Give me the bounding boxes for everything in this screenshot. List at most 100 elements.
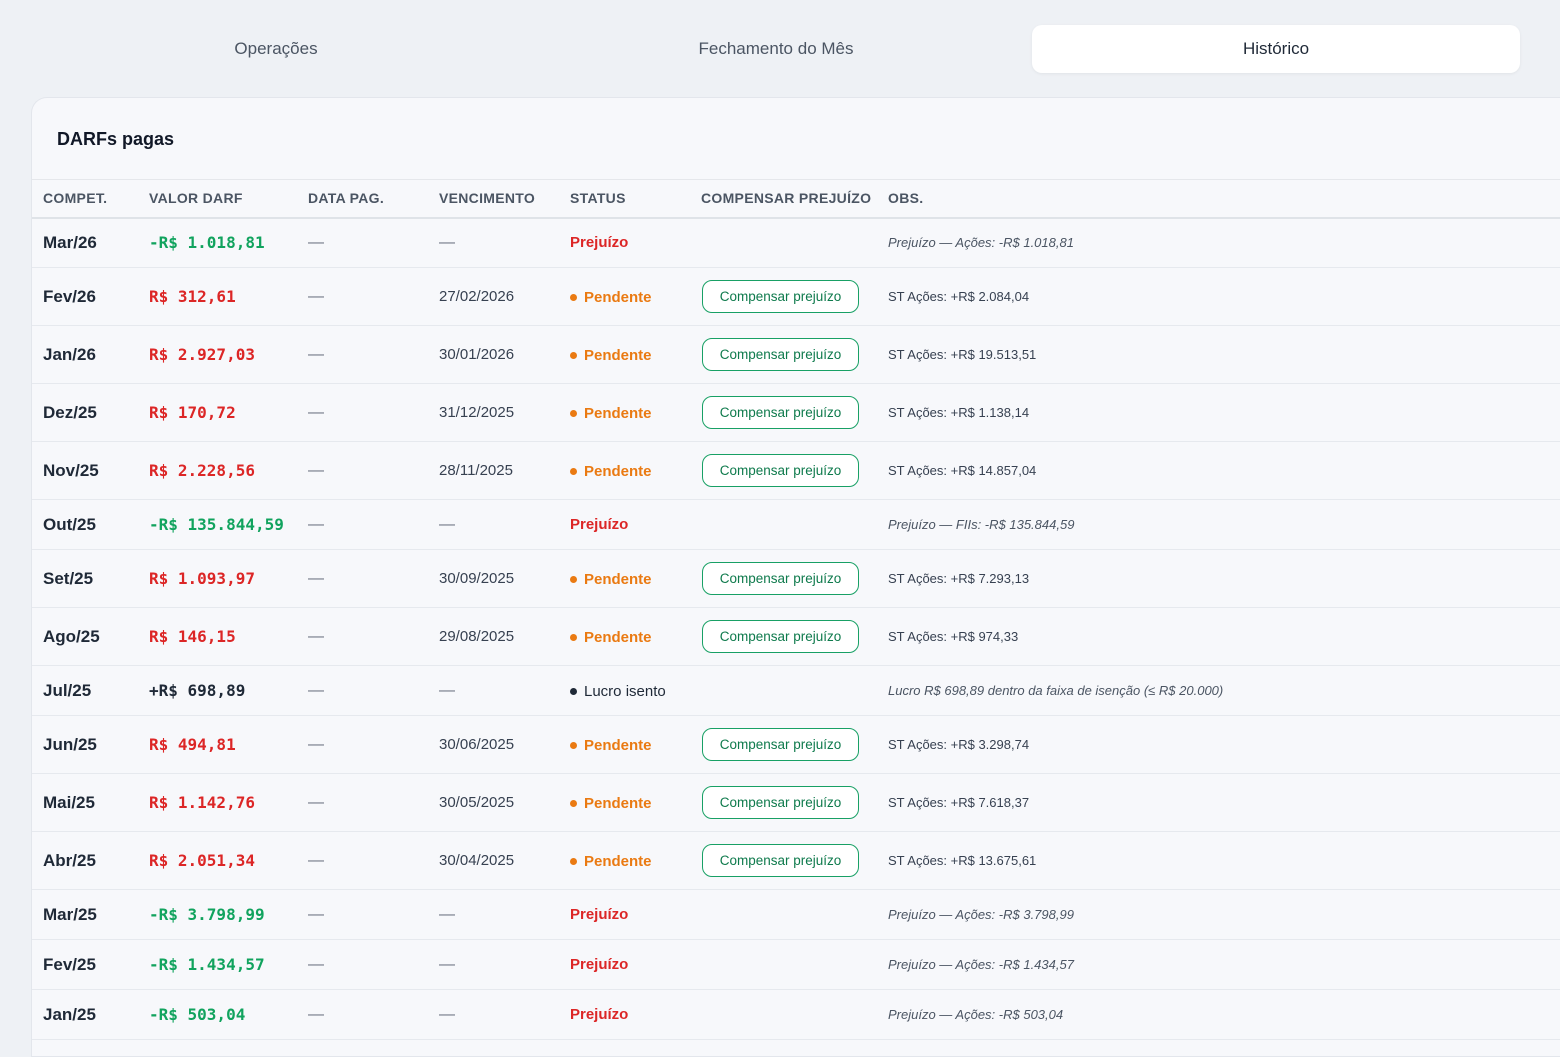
tab-fechamento-do-mes[interactable]: Fechamento do Mês [698,39,854,58]
cell-status: Pendente [559,607,690,666]
status-label: Prejuízo [570,955,629,973]
valor-darf: R$ 312,61 [149,286,236,306]
cell-valor: -R$ 1.434,57 [138,939,297,990]
cell-obs: Prejuízo — Ações: -R$ 1.434,57 [877,939,1560,990]
cell-vencimento: — [428,665,559,716]
compensar-prejuizo-button[interactable]: Compensar prejuízo [702,280,859,313]
cell-valor: R$ 2.051,34 [138,831,297,890]
cell-status: Pendente [559,773,690,832]
compensar-prejuizo-button[interactable]: Compensar prejuízo [702,728,859,761]
cell-obs: ST Ações: +R$ 7.618,37 [877,773,1560,832]
table-row: Dez/25 R$ 170,72 — 31/12/2025 Pendente Compen… [32,383,1560,442]
status-label: Prejuízo [570,515,629,533]
valor-darf: R$ 2.927,03 [149,344,255,364]
data-pagamento: — [308,345,324,363]
competencia: Mar/26 [43,232,97,252]
status-label: Pendente [584,288,652,306]
cell-data-pag: — [297,217,428,268]
observacao: Prejuízo — Ações: -R$ 1.434,57 [888,956,1074,972]
valor-darf: -R$ 3.798,99 [149,904,265,924]
cell-vencimento: — [428,989,559,1040]
status-badge: Pendente [570,347,652,364]
vencimento: — [439,681,455,699]
cell-vencimento: 29/08/2025 [428,607,559,666]
cell-obs: Prejuízo — Ações: -R$ 1.018,81 [877,217,1560,268]
competencia: Mar/25 [43,904,97,924]
cell-data-pag: — [297,607,428,666]
status-badge: Prejuízo [570,906,628,923]
header-status: STATUS [570,190,626,207]
status-label: Prejuízo [570,905,629,923]
status-label: Prejuízo [570,233,629,251]
vencimento: 30/01/2026 [439,345,515,363]
status-badge: Pendente [570,463,652,480]
observacao: ST Ações: +R$ 14.857,04 [888,462,1037,478]
vencimento: 30/05/2025 [439,793,515,811]
competencia: Jan/26 [43,344,96,364]
competencia: Ago/25 [43,626,100,646]
observacao: ST Ações: +R$ 3.298,74 [888,736,1030,752]
data-pagamento: — [308,461,324,479]
competencia: Fev/26 [43,286,96,306]
compensar-prejuizo-button[interactable]: Compensar prejuízo [702,454,859,487]
cell-data-pag: — [297,989,428,1040]
cell-compensar [690,499,877,550]
vencimento: 30/04/2025 [439,851,515,869]
cell-compensar: Compensar prejuízo [690,831,877,890]
cell-obs: ST Ações: +R$ 2.084,04 [877,267,1560,326]
observacao: ST Ações: +R$ 7.293,13 [888,570,1030,586]
observacao: Lucro R$ 698,89 dentro da faixa de isenç… [888,682,1224,698]
valor-darf: -R$ 135.844,59 [149,514,284,534]
vencimento: 28/11/2025 [439,461,513,479]
status-dot-icon [570,799,577,807]
cell-status: Pendente [559,383,690,442]
valor-darf: R$ 146,15 [149,626,236,646]
cell-vencimento: — [428,889,559,940]
table-row: Jun/25 R$ 494,81 — 30/06/2025 Pendente Compen… [32,715,1560,774]
observacao: Prejuízo — Ações: -R$ 503,04 [888,1006,1064,1022]
compensar-prejuizo-button[interactable]: Compensar prejuízo [702,844,859,877]
cell-vencimento: — [428,939,559,990]
compensar-prejuizo-button[interactable]: Compensar prejuízo [702,786,859,819]
valor-darf: R$ 170,72 [149,402,236,422]
status-badge: Pendente [570,737,652,754]
cell-valor: R$ 146,15 [138,607,297,666]
cell-vencimento: — [428,217,559,268]
table-row: Mar/26 -R$ 1.018,81 — — Prejuízo Prejuízo — A… [32,217,1560,268]
observacao: ST Ações: +R$ 1.138,14 [888,404,1030,420]
cell-valor: -R$ 135.844,59 [138,499,297,550]
observacao: ST Ações: +R$ 974,33 [888,628,1019,644]
competencia: Out/25 [43,514,96,534]
competencia: Nov/25 [43,460,99,480]
valor-darf: -R$ 1.434,57 [149,954,265,974]
cell-compensar [690,889,877,940]
tab-operacoes[interactable]: Operações [234,39,318,58]
tab-historico[interactable]: Histórico [1032,25,1520,73]
compensar-prejuizo-button[interactable]: Compensar prejuízo [702,338,859,371]
compensar-prejuizo-button[interactable]: Compensar prejuízo [702,562,859,595]
cell-valor: R$ 1.142,76 [138,773,297,832]
cell-data-pag: — [297,267,428,326]
status-label: Pendente [584,462,652,480]
table-row: Jan/26 R$ 2.927,03 — 30/01/2026 Pendente Comp… [32,325,1560,384]
darfs-table: COMPET. VALOR DARF DATA PAG. VENCIMENTO … [32,179,1560,1040]
status-label: Pendente [584,852,652,870]
compensar-prejuizo-button[interactable]: Compensar prejuízo [702,620,859,653]
status-dot-icon [570,467,577,475]
compensar-prejuizo-button[interactable]: Compensar prejuízo [702,396,859,429]
cell-compet: Dez/25 [32,383,138,442]
cell-valor: R$ 2.927,03 [138,325,297,384]
status-label: Pendente [584,346,652,364]
status-badge: Prejuízo [570,516,628,533]
cell-compet: Jan/26 [32,325,138,384]
cell-data-pag: — [297,939,428,990]
observacao: ST Ações: +R$ 2.084,04 [888,288,1030,304]
table-row: Jul/25 +R$ 698,89 — — Lucro isento Lucro R$ 6… [32,665,1560,716]
competencia: Dez/25 [43,402,97,422]
data-pagamento: — [308,287,324,305]
status-dot-icon [570,857,577,865]
table-row: Mar/25 -R$ 3.798,99 — — Prejuízo Prejuízo — A… [32,889,1560,940]
vencimento: — [439,905,455,923]
cell-compet: Mar/25 [32,889,138,940]
vencimento: 29/08/2025 [439,627,515,645]
